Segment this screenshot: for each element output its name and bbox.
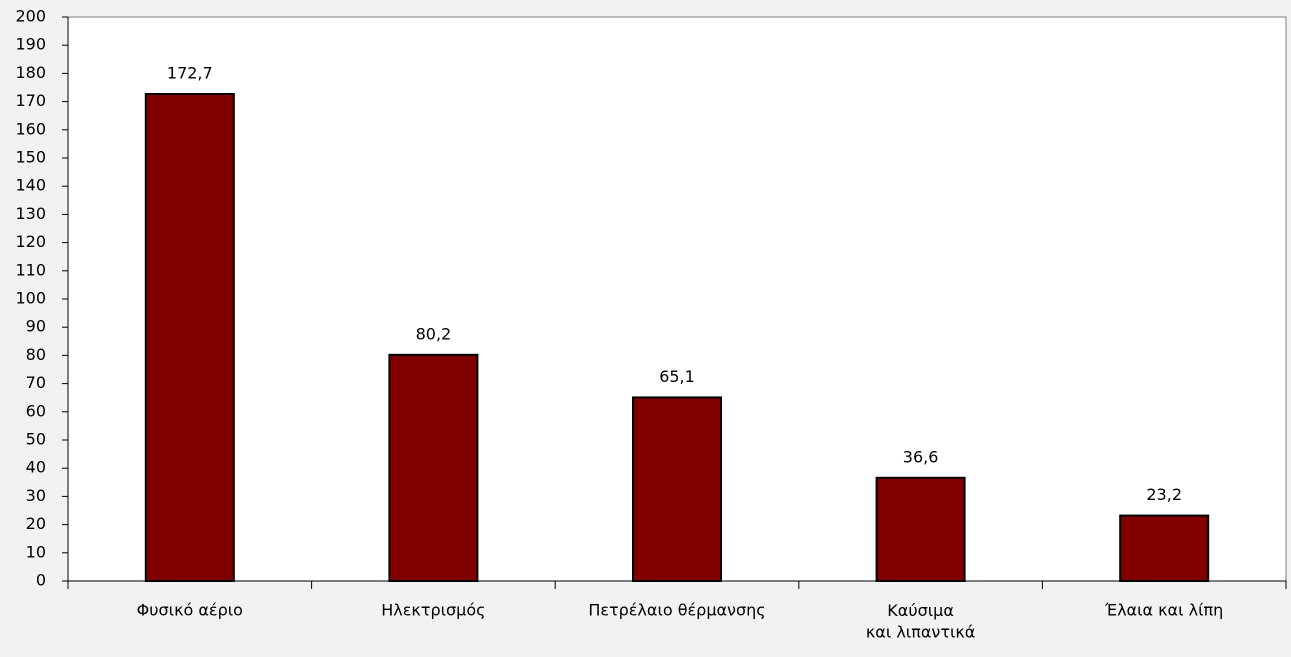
y-tick-label: 200 — [15, 7, 46, 26]
x-tick-label: Καύσιμα και λιπαντικά — [866, 601, 976, 642]
y-tick-label: 150 — [15, 148, 46, 167]
y-tick-label: 50 — [26, 430, 46, 449]
value-label: 65,1 — [659, 367, 695, 386]
y-tick-label: 130 — [15, 204, 46, 223]
value-label: 36,6 — [903, 447, 939, 466]
bar — [632, 396, 722, 582]
x-tick-label: Φυσικό αέριο — [137, 601, 243, 620]
value-label: 172,7 — [167, 63, 213, 82]
y-tick-label: 30 — [26, 486, 46, 505]
y-tick-label: 140 — [15, 176, 46, 195]
y-tick-label: 70 — [26, 373, 46, 392]
bar — [1119, 514, 1210, 582]
bar — [388, 353, 479, 582]
y-tick-label: 160 — [15, 119, 46, 138]
value-label: 80,2 — [416, 324, 452, 343]
y-tick-label: 170 — [15, 91, 46, 110]
y-tick-label: 80 — [26, 345, 46, 364]
y-tick-label: 20 — [26, 514, 46, 533]
x-tick-label: Έλαια και λίπη — [1104, 601, 1223, 620]
y-tick-label: 180 — [15, 63, 46, 82]
x-tick-label: Ηλεκτρισμός — [381, 601, 485, 620]
y-tick-label: 100 — [15, 289, 46, 308]
y-tick-label: 110 — [15, 260, 46, 279]
y-tick-label: 190 — [15, 35, 46, 54]
bar — [875, 476, 966, 582]
y-tick-label: 90 — [26, 317, 46, 336]
y-tick-label: 40 — [26, 458, 46, 477]
y-tick-label: 0 — [36, 571, 46, 590]
y-tick-label: 120 — [15, 232, 46, 251]
x-tick-label: Πετρέλαιο θέρμανσης — [588, 601, 765, 620]
y-tick-label: 10 — [26, 542, 46, 561]
y-tick-label: 60 — [26, 401, 46, 420]
value-label: 23,2 — [1146, 485, 1182, 504]
bar — [144, 92, 235, 583]
